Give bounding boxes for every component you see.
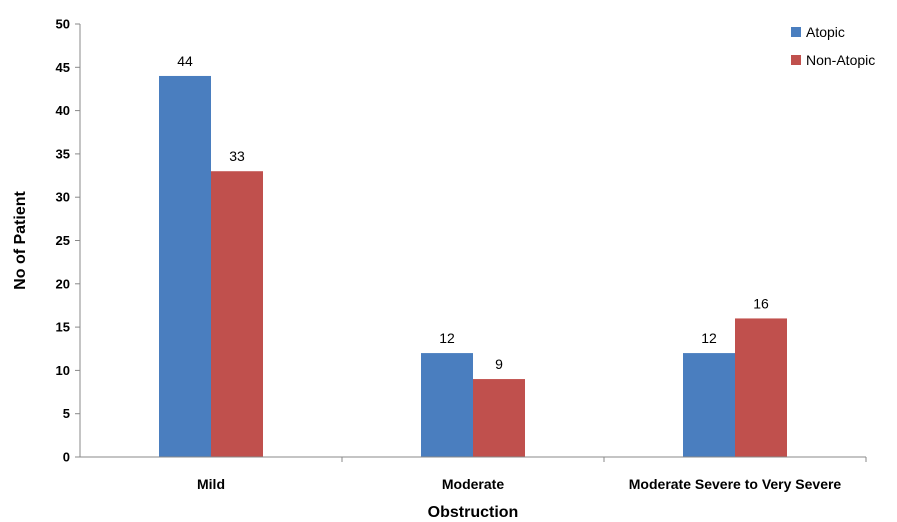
y-tick-label: 20 xyxy=(56,276,70,291)
bar-value-label: 9 xyxy=(495,356,503,372)
x-axis-category-labels: Mild Moderate Moderate Severe to Very Seve… xyxy=(197,457,867,492)
bar-value-label: 16 xyxy=(753,295,769,311)
bar-value-label: 33 xyxy=(229,148,245,164)
bar-non-atopic xyxy=(735,318,787,457)
bar-non-atopic xyxy=(211,171,263,457)
y-tick-label: 10 xyxy=(56,363,70,378)
x-category-label: Moderate Severe to Very Severe xyxy=(629,476,842,492)
y-tick-label: 30 xyxy=(56,190,70,205)
y-tick-label: 45 xyxy=(56,60,70,75)
y-tick-label: 25 xyxy=(56,233,70,248)
y-axis-title: No of Patient xyxy=(12,191,29,290)
y-tick-label: 50 xyxy=(56,17,70,32)
legend-label: Non-Atopic xyxy=(806,52,875,68)
data-labels: 44 33 12 9 12 16 xyxy=(177,53,769,372)
x-category-label: Moderate xyxy=(442,476,504,492)
legend-swatch xyxy=(791,55,801,65)
bar-atopic xyxy=(421,353,473,457)
legend: Atopic Non-Atopic xyxy=(791,24,875,68)
y-tick-label: 35 xyxy=(56,146,70,161)
legend-swatch xyxy=(791,27,801,37)
y-tick-label: 0 xyxy=(63,450,70,465)
x-axis-title: Obstruction xyxy=(428,504,519,521)
y-tick-label: 40 xyxy=(56,103,70,118)
y-axis-ticks: 0 5 10 15 20 25 30 35 40 45 50 xyxy=(56,17,80,465)
y-tick-label: 15 xyxy=(56,320,70,335)
bar-atopic xyxy=(683,353,735,457)
legend-label: Atopic xyxy=(806,24,845,40)
bar-value-label: 12 xyxy=(701,330,717,346)
bars xyxy=(159,75,787,458)
x-category-label: Mild xyxy=(197,476,225,492)
bar-value-label: 12 xyxy=(439,330,455,346)
bar-atopic xyxy=(159,75,211,458)
bar-value-label: 44 xyxy=(177,53,193,69)
bar-non-atopic xyxy=(473,379,525,457)
y-tick-label: 5 xyxy=(63,406,70,421)
